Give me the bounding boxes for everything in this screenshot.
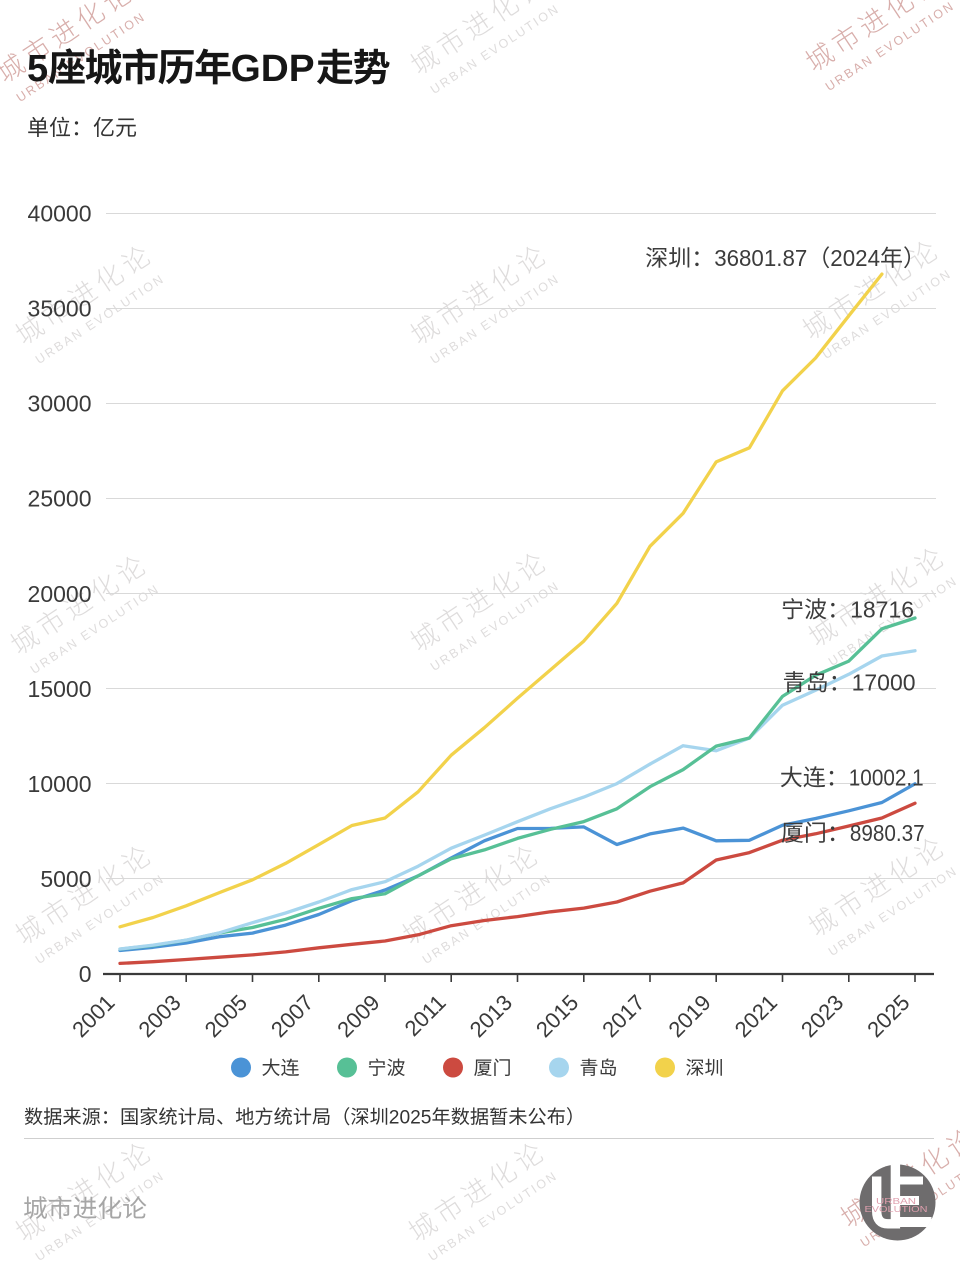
svg-text:URBAN EVOLUTION: URBAN EVOLUTION xyxy=(428,1,562,97)
svg-text:2025: 2025 xyxy=(389,1108,432,1129)
svg-text:30000: 30000 xyxy=(28,391,92,417)
svg-text:2021: 2021 xyxy=(730,990,782,1042)
svg-text:GDP: GDP xyxy=(231,48,315,90)
svg-text:URBAN EVOLUTION: URBAN EVOLUTION xyxy=(428,271,562,367)
svg-text:35000: 35000 xyxy=(28,296,92,322)
svg-text:10000: 10000 xyxy=(28,771,92,797)
svg-text:2025: 2025 xyxy=(862,990,914,1042)
svg-text:17000: 17000 xyxy=(852,670,916,696)
svg-text:2024: 2024 xyxy=(830,245,880,271)
svg-text:EVOLUTION: EVOLUTION xyxy=(865,1205,928,1214)
svg-text:2007: 2007 xyxy=(266,990,318,1042)
svg-text:25000: 25000 xyxy=(28,486,92,512)
svg-text:URBAN EVOLUTION: URBAN EVOLUTION xyxy=(426,1168,560,1264)
svg-text:0: 0 xyxy=(79,961,92,987)
svg-text:2005: 2005 xyxy=(200,990,252,1042)
svg-text:2019: 2019 xyxy=(663,990,715,1042)
svg-text:5000: 5000 xyxy=(40,866,91,892)
svg-text:2023: 2023 xyxy=(796,990,848,1042)
svg-text:URBAN EVOLUTION: URBAN EVOLUTION xyxy=(823,0,957,94)
svg-text:2015: 2015 xyxy=(531,990,583,1042)
svg-text:URBAN EVOLUTION: URBAN EVOLUTION xyxy=(428,578,562,674)
svg-text:2009: 2009 xyxy=(332,990,384,1042)
svg-text:15000: 15000 xyxy=(28,676,92,702)
svg-text:URBAN: URBAN xyxy=(876,1197,916,1206)
svg-text:8980.37: 8980.37 xyxy=(850,820,925,846)
svg-text:10002.1: 10002.1 xyxy=(849,765,924,791)
svg-text:2011: 2011 xyxy=(400,990,451,1041)
svg-text:40000: 40000 xyxy=(28,201,92,227)
svg-text:URBAN EVOLUTION: URBAN EVOLUTION xyxy=(820,266,954,362)
svg-text:2003: 2003 xyxy=(133,990,185,1042)
svg-text:URBAN EVOLUTION: URBAN EVOLUTION xyxy=(826,863,960,959)
svg-text:20000: 20000 xyxy=(28,581,92,607)
svg-text:18716: 18716 xyxy=(850,597,914,623)
svg-text:2017: 2017 xyxy=(597,990,649,1042)
svg-text:36801.87: 36801.87 xyxy=(714,245,807,271)
svg-text:URBAN EVOLUTION: URBAN EVOLUTION xyxy=(33,1168,167,1264)
svg-text:2001: 2001 xyxy=(67,990,119,1042)
svg-text:5: 5 xyxy=(27,48,48,90)
svg-text:2013: 2013 xyxy=(465,990,517,1042)
